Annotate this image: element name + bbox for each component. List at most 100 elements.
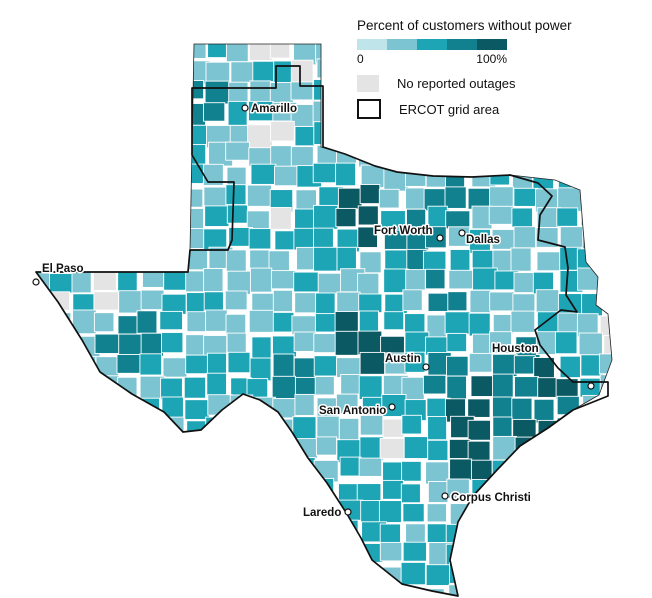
county-cell [489, 331, 512, 354]
county-cell [537, 439, 561, 461]
county-cell [159, 503, 184, 528]
county-cell [74, 121, 95, 142]
county-cell [205, 309, 228, 332]
county-cell [556, 395, 580, 416]
county-cell [273, 541, 294, 565]
county-cell [317, 566, 344, 590]
county-cell [427, 292, 449, 312]
county-cell [448, 269, 474, 290]
county-cell [535, 227, 559, 248]
county-cell [359, 588, 385, 596]
county-cell [268, 478, 294, 499]
county-cell [92, 270, 117, 291]
county-cell [534, 462, 560, 485]
county-cell [401, 460, 422, 482]
ramp-max-label: 100% [476, 52, 507, 66]
county-cell [203, 564, 226, 587]
county-cell [186, 420, 208, 445]
county-cell [94, 231, 117, 256]
county-cell [248, 309, 275, 333]
county-cell [162, 357, 188, 378]
county-cell [36, 122, 51, 142]
county-cell [53, 419, 75, 441]
ramp-step-4 [447, 39, 477, 50]
county-cell [402, 503, 425, 523]
county-cell [269, 44, 291, 59]
county-cell [116, 520, 138, 541]
county-cell [136, 208, 163, 230]
county-cell [579, 501, 604, 524]
county-cell [93, 291, 119, 311]
county-cell [139, 479, 163, 504]
county-cell [53, 395, 76, 415]
county-cell [97, 523, 122, 547]
county-cell [204, 80, 231, 105]
county-cell [158, 121, 183, 145]
county-cell [533, 565, 560, 591]
county-cell [580, 523, 604, 548]
county-cell [36, 567, 54, 589]
county-cell [426, 503, 447, 523]
county-cell [290, 81, 314, 101]
county-cell [426, 314, 447, 339]
county-cell [357, 205, 379, 226]
ercot-label: ERCOT grid area [399, 101, 500, 117]
county-cell [378, 500, 402, 523]
county-cell [556, 417, 577, 440]
county-cell [36, 457, 54, 481]
county-cell [511, 585, 535, 596]
county-cell [51, 225, 72, 248]
county-cell [161, 332, 184, 354]
county-cell [557, 441, 582, 463]
county-cell [97, 477, 118, 500]
county-cell [159, 436, 182, 456]
county-cell [73, 210, 98, 233]
county-cell [357, 226, 378, 248]
county-cell [513, 355, 536, 375]
county-cell [313, 355, 338, 377]
county-cell [336, 291, 361, 314]
county-cell [603, 416, 612, 440]
county-cell [249, 80, 271, 103]
county-cell [468, 312, 491, 337]
county-cell [115, 44, 142, 62]
county-cell [162, 162, 183, 186]
city-label: Laredo [303, 507, 341, 519]
county-cell [335, 393, 359, 414]
county-cell [270, 145, 294, 168]
county-cell [359, 414, 384, 436]
county-cell [96, 210, 118, 234]
county-cell [296, 586, 319, 596]
county-cell [582, 226, 607, 251]
county-cell [380, 335, 405, 356]
county-cell [468, 142, 491, 165]
city-marker-icon [458, 229, 466, 237]
county-cell [384, 249, 410, 270]
county-cell [492, 562, 516, 583]
county-cell [50, 142, 72, 164]
county-cell [492, 416, 513, 439]
county-cell [337, 59, 358, 85]
county-cell [117, 376, 138, 402]
county-cell [290, 146, 314, 167]
county-cell [425, 564, 451, 586]
county-cell [139, 353, 163, 376]
county-cell [293, 457, 316, 477]
county-cell [137, 80, 163, 105]
county-cell [246, 184, 272, 207]
county-cell [50, 440, 72, 460]
county-cell [379, 437, 405, 460]
county-cell [53, 587, 78, 596]
county-cell [492, 373, 514, 399]
county-cell [271, 375, 296, 400]
county-cell [427, 416, 448, 441]
county-cell [49, 545, 76, 566]
county-cell [138, 460, 160, 485]
county-cell [140, 440, 165, 460]
county-cell [75, 562, 101, 585]
county-cell [489, 519, 515, 544]
county-cell [556, 207, 579, 227]
ramp-labels: 0 100% [357, 52, 507, 68]
county-cell [142, 247, 166, 271]
county-cell [248, 44, 273, 61]
